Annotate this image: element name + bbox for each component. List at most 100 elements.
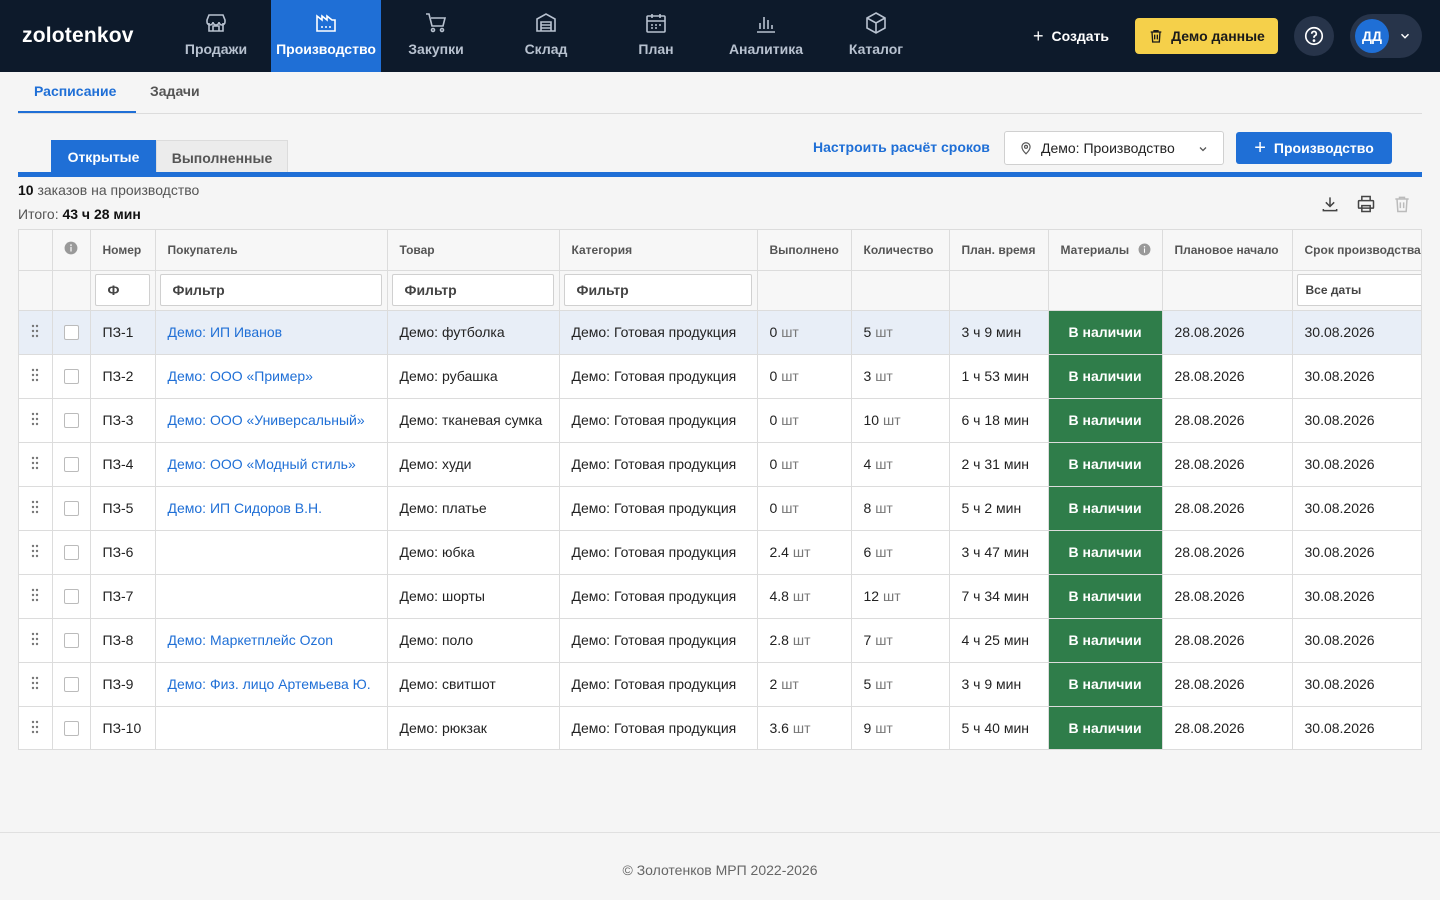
row-checkbox[interactable]: [63, 721, 79, 737]
help-button[interactable]: [1294, 16, 1334, 56]
table-row[interactable]: ПЗ-4 Демо: ООО «Модный стиль» Демо: худи Де…: [19, 442, 1421, 487]
order-number: ПЗ-6: [90, 530, 156, 575]
row-checkbox[interactable]: [63, 325, 79, 341]
tab-completed[interactable]: Выполненные: [156, 140, 288, 174]
configure-deadlines-link[interactable]: Настроить расчёт сроков: [813, 139, 990, 155]
column-header-product[interactable]: Товар: [387, 230, 560, 271]
create-button[interactable]: + Создать: [1022, 18, 1120, 54]
column-header-quantity[interactable]: Количество: [851, 230, 950, 271]
buyer-link[interactable]: [155, 530, 388, 575]
download-button[interactable]: [1319, 193, 1341, 215]
tab-open[interactable]: Открытые: [51, 140, 156, 174]
info-icon[interactable]: [1138, 243, 1151, 256]
nav-item-label: Каталог: [848, 41, 904, 57]
buyer-filter-input[interactable]: [159, 274, 382, 306]
drag-handle[interactable]: [19, 662, 53, 707]
table-row[interactable]: ПЗ-3 Демо: ООО «Универсальный» Демо: ткане…: [19, 398, 1421, 443]
materials-status-badge[interactable]: В наличии: [1048, 706, 1163, 749]
row-checkbox[interactable]: [63, 545, 79, 561]
materials-status-badge[interactable]: В наличии: [1048, 662, 1163, 707]
tab-schedule[interactable]: Расписание: [34, 83, 117, 99]
table-row[interactable]: ПЗ-5 Демо: ИП Сидоров В.Н. Демо: платье Дем…: [19, 486, 1421, 531]
nav-item-warehouse[interactable]: Склад: [491, 0, 601, 72]
column-header-number[interactable]: Номер: [90, 230, 156, 271]
done-cell: 2.4 шт: [757, 530, 852, 575]
materials-status-badge[interactable]: В наличии: [1048, 486, 1163, 531]
row-checkbox[interactable]: [63, 369, 79, 385]
table-row[interactable]: ПЗ-6 Демо: юбка Демо: Готовая продукция 2.4…: [19, 530, 1421, 575]
buyer-link[interactable]: Демо: ИП Сидоров В.Н.: [155, 486, 388, 531]
buyer-link[interactable]: Демо: Маркетплейс Ozon: [155, 618, 388, 663]
column-header-plan-start[interactable]: Плановое начало: [1162, 230, 1293, 271]
nav-item-label: План: [638, 41, 674, 57]
drag-handle[interactable]: [19, 442, 53, 487]
nav-item-sales[interactable]: Продажи: [161, 0, 271, 72]
row-checkbox[interactable]: [63, 589, 79, 605]
buyer-link[interactable]: Демо: ИП Иванов: [155, 310, 388, 355]
drag-handle[interactable]: [19, 354, 53, 399]
delete-button[interactable]: [1391, 193, 1413, 215]
materials-status-badge[interactable]: В наличии: [1048, 574, 1163, 619]
app-logo[interactable]: zolotenkov: [22, 24, 134, 47]
column-header-deadline[interactable]: Срок производства: [1292, 230, 1421, 271]
buyer-link[interactable]: [155, 574, 388, 619]
add-production-button[interactable]: + Производство: [1236, 132, 1392, 164]
drag-handle[interactable]: [19, 398, 53, 443]
unit-label: шт: [875, 720, 893, 736]
column-header-materials-wrap[interactable]: Материалы: [1048, 230, 1163, 271]
table-row[interactable]: ПЗ-9 Демо: Физ. лицо Артемьева Ю. Демо: св…: [19, 662, 1421, 707]
product-filter-input[interactable]: [391, 274, 554, 306]
table-row[interactable]: ПЗ-1 Демо: ИП Иванов Демо: футболка Демо: Г…: [19, 310, 1421, 355]
column-header-done[interactable]: Выполнено: [757, 230, 852, 271]
buyer-link[interactable]: Демо: ООО «Модный стиль»: [155, 442, 388, 487]
table-header: Номер Покупатель Товар Категория Выполне…: [19, 230, 1421, 271]
buyer-link[interactable]: Демо: ООО «Пример»: [155, 354, 388, 399]
plan-time: 5 ч 2 мин: [949, 486, 1049, 531]
materials-status-badge[interactable]: В наличии: [1048, 310, 1163, 355]
nav-item-production[interactable]: Производство: [271, 0, 381, 72]
demo-data-button[interactable]: Демо данные: [1135, 18, 1278, 54]
user-menu[interactable]: ДД: [1350, 14, 1422, 58]
drag-handle[interactable]: [19, 574, 53, 619]
nav-item-analytics[interactable]: Аналитика: [711, 0, 821, 72]
row-checkbox[interactable]: [63, 633, 79, 649]
column-header-category[interactable]: Категория: [559, 230, 758, 271]
drag-handle[interactable]: [19, 706, 53, 749]
materials-status-badge[interactable]: В наличии: [1048, 398, 1163, 443]
materials-status-badge[interactable]: В наличии: [1048, 618, 1163, 663]
drag-handle[interactable]: [19, 530, 53, 575]
drag-handle[interactable]: [19, 618, 53, 663]
materials-status-badge[interactable]: В наличии: [1048, 354, 1163, 399]
drag-handle[interactable]: [19, 486, 53, 531]
materials-status-badge[interactable]: В наличии: [1048, 442, 1163, 487]
row-checkbox[interactable]: [63, 677, 79, 693]
nav-item-purchases[interactable]: Закупки: [381, 0, 491, 72]
column-header-buyer[interactable]: Покупатель: [155, 230, 388, 271]
deadline-filter-select[interactable]: [1296, 274, 1421, 306]
buyer-link[interactable]: Демо: ООО «Универсальный»: [155, 398, 388, 443]
row-checkbox[interactable]: [63, 501, 79, 517]
plan-start-date: 28.08.2026: [1162, 398, 1293, 443]
column-header-plan-time[interactable]: План. время: [949, 230, 1049, 271]
drag-handle[interactable]: [19, 310, 53, 355]
row-checkbox[interactable]: [63, 457, 79, 473]
table-row[interactable]: ПЗ-8 Демо: Маркетплейс Ozon Демо: поло Демо…: [19, 618, 1421, 663]
table-row[interactable]: ПЗ-2 Демо: ООО «Пример» Демо: рубашка Демо:…: [19, 354, 1421, 399]
nav-item-plan[interactable]: План: [601, 0, 711, 72]
materials-status-badge[interactable]: В наличии: [1048, 530, 1163, 575]
order-number: ПЗ-4: [90, 442, 156, 487]
buyer-link[interactable]: [155, 706, 388, 749]
location-select[interactable]: Демо: Производство: [1004, 131, 1224, 165]
print-button[interactable]: [1355, 193, 1377, 215]
drag-handle-icon: [32, 676, 39, 689]
nav-item-catalog[interactable]: Каталог: [821, 0, 931, 72]
table-row[interactable]: ПЗ-10 Демо: рюкзак Демо: Готовая продукция…: [19, 706, 1421, 749]
category-filter-input[interactable]: [563, 274, 752, 306]
row-checkbox[interactable]: [63, 413, 79, 429]
done-value: 0: [769, 368, 778, 384]
table-row[interactable]: ПЗ-7 Демо: шорты Демо: Готовая продукция 4.…: [19, 574, 1421, 619]
info-icon[interactable]: [64, 241, 78, 255]
number-filter-input[interactable]: [94, 274, 150, 306]
buyer-link[interactable]: Демо: Физ. лицо Артемьева Ю.: [155, 662, 388, 707]
tab-tasks[interactable]: Задачи: [150, 83, 200, 99]
